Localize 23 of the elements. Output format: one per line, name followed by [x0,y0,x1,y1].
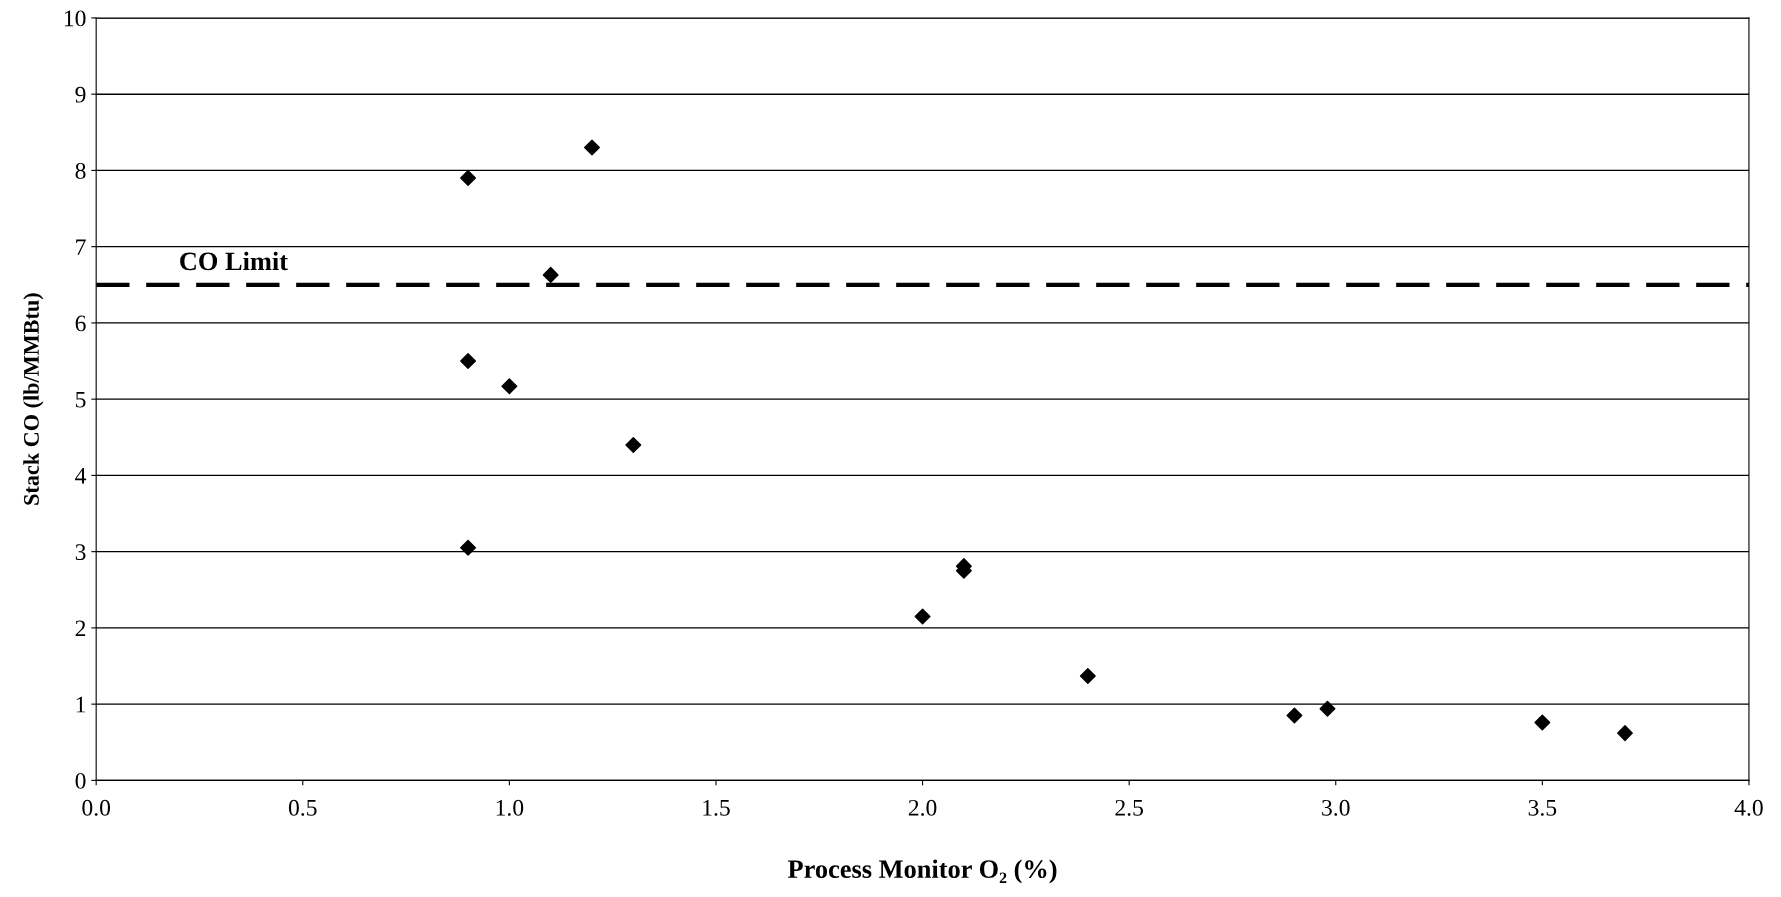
x-tick-label: 3.5 [1528,799,1557,816]
y-tick-label: 9 [75,86,86,103]
ref-line-label: CO Limit [180,251,288,271]
y-tick-label: 8 [75,162,86,179]
x-axis-title: Process Monitor O₂ (%) [787,859,1057,884]
x-tick-label: 3.0 [1322,799,1350,816]
y-tick-label: 10 [64,10,86,27]
x-tick-label: 1.0 [496,799,524,816]
y-axis-title: Stack CO (lb/MMBtu) [23,293,44,505]
x-tick-label: 2.0 [908,799,937,816]
x-tick-label: 4.0 [1734,799,1763,816]
y-tick-label: 1 [76,696,86,713]
x-tick-label: 0.5 [288,799,317,816]
y-tick-label: 0 [75,772,86,789]
x-tick-label: 0.0 [82,799,111,816]
y-tick-label: 2 [75,620,86,637]
y-tick-label: 6 [75,315,86,332]
y-tick-label: 5 [76,391,86,408]
y-tick-label: 4 [75,468,87,484]
y-tick-label: 3 [75,544,86,561]
x-tick-label: 2.5 [1115,799,1143,816]
y-tick-label: 7 [76,239,86,255]
x-tick-label: 1.5 [703,799,730,816]
